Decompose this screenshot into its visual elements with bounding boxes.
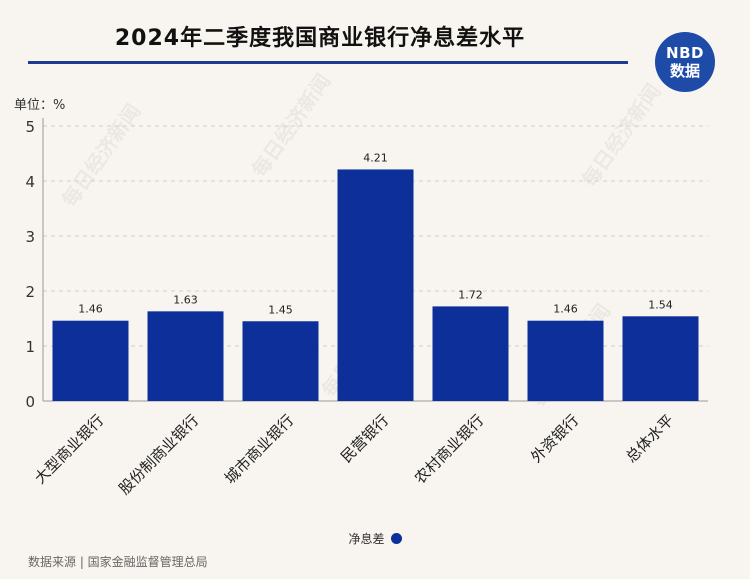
y-tick-label: 2 bbox=[25, 283, 35, 301]
title-underline bbox=[28, 61, 628, 64]
y-tick-label: 3 bbox=[25, 228, 35, 246]
data-label: 1.46 bbox=[78, 303, 103, 316]
legend-label: 净息差 bbox=[348, 532, 385, 546]
unit-label: 单位：% bbox=[14, 98, 66, 113]
x-tick-label: 城市商业银行 bbox=[221, 411, 297, 487]
bar bbox=[147, 311, 224, 401]
logo-text-data: 数据 bbox=[669, 61, 700, 80]
chart-title: 2024年二季度我国商业银行净息差水平 bbox=[114, 26, 526, 51]
logo-text-nbd: NBD bbox=[666, 43, 704, 62]
legend-swatch bbox=[390, 533, 402, 544]
x-tick-label: 股份制商业银行 bbox=[115, 411, 202, 498]
y-tick-label: 4 bbox=[25, 173, 35, 191]
data-label: 1.45 bbox=[268, 303, 293, 316]
x-tick-labels: 大型商业银行 股份制商业银行 城市商业银行 民营银行 农村商业银行 外资银行 总体水平 bbox=[31, 411, 677, 498]
legend: 净息差 bbox=[0, 530, 750, 547]
source-note: 数据来源 | 国家金融监督管理总局 bbox=[28, 555, 208, 569]
y-tick-label: 5 bbox=[25, 118, 35, 136]
bar bbox=[622, 316, 699, 401]
y-tick-label: 1 bbox=[25, 338, 35, 356]
data-label: 1.46 bbox=[553, 303, 578, 316]
data-label: 1.54 bbox=[648, 298, 673, 311]
bar bbox=[432, 306, 509, 401]
nbd-logo: NBD 数据 bbox=[655, 32, 715, 92]
data-label: 1.72 bbox=[458, 288, 483, 301]
bar bbox=[527, 320, 604, 401]
y-tick-label: 0 bbox=[25, 393, 35, 411]
bar bbox=[337, 169, 414, 401]
bar-chart: 0 1 2 3 4 5 1.46 1.63 1.45 4.21 1.72 1.46 1.54 大型商业… bbox=[25, 118, 708, 498]
bars bbox=[52, 169, 699, 401]
x-tick-label: 农村商业银行 bbox=[411, 411, 487, 487]
x-tick-label: 大型商业银行 bbox=[31, 411, 107, 487]
data-labels: 1.46 1.63 1.45 4.21 1.72 1.46 1.54 bbox=[78, 151, 673, 316]
x-tick-label: 民营银行 bbox=[337, 411, 392, 466]
data-label: 1.63 bbox=[173, 293, 198, 306]
bar bbox=[52, 320, 129, 401]
x-tick-label: 外资银行 bbox=[527, 411, 582, 466]
x-tick-label: 总体水平 bbox=[622, 411, 677, 466]
bar bbox=[242, 321, 319, 401]
data-label: 4.21 bbox=[363, 151, 388, 164]
